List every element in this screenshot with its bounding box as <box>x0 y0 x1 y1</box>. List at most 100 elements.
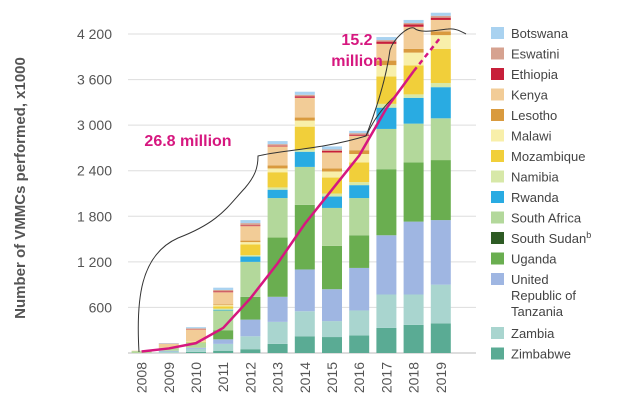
x-tick-label: 2010 <box>188 362 204 393</box>
bar-segment <box>294 120 315 127</box>
x-tick-label: 2015 <box>324 362 340 393</box>
bar-segment <box>213 310 234 331</box>
bar-segment <box>349 235 370 268</box>
bar-segment <box>213 339 234 344</box>
bar-segment <box>349 162 370 183</box>
bar-segment <box>322 171 342 178</box>
legend-swatch <box>491 88 504 101</box>
bar-segment <box>322 149 342 151</box>
bar-segment <box>322 152 342 169</box>
bar-segment <box>158 351 179 353</box>
bar-segment <box>349 185 370 199</box>
bar-segment <box>403 19 424 23</box>
legend-label: Lesotho <box>511 108 557 123</box>
bar-segment <box>349 198 370 236</box>
cumulative-line-dashed <box>412 36 442 72</box>
x-axis: 2008 2009 2010 2011 2012 2013 2014 2015 2016 2017… <box>134 362 449 393</box>
bar-segment <box>213 306 234 309</box>
bar-segment <box>186 348 206 352</box>
annotation-26-8-million: 26.8 million <box>144 133 231 150</box>
x-tick-label: 2014 <box>297 362 313 393</box>
bar-segment <box>240 225 261 227</box>
legend-label: Uganda <box>511 252 557 267</box>
bar-segment <box>294 97 315 118</box>
bar-segment <box>240 244 261 256</box>
bar-segment <box>213 292 234 305</box>
legend-label: Eswatini <box>511 47 560 62</box>
bar-segment <box>376 43 397 61</box>
bar-segment <box>240 319 261 337</box>
bar-segment <box>267 343 288 353</box>
x-tick-label: 2019 <box>433 362 449 393</box>
bar-segment <box>430 19 451 32</box>
bar-segment <box>322 168 342 172</box>
y-tick-label: 2 400 <box>77 163 112 179</box>
bar-segment <box>294 204 315 270</box>
bar-segment <box>322 207 342 246</box>
bar-segment <box>403 26 424 49</box>
bar-segment <box>322 289 342 322</box>
bar-segment <box>322 321 342 338</box>
bar-segment <box>403 294 424 325</box>
cumulative-line-solid <box>141 70 415 353</box>
x-tick-label: 2008 <box>134 362 150 393</box>
bar-segment <box>240 336 261 350</box>
y-tick-label: 600 <box>89 299 113 315</box>
bar-segment <box>349 267 370 311</box>
bar-segment <box>267 165 288 169</box>
legend-label: Botswana <box>511 26 569 41</box>
bar-segment <box>213 305 234 307</box>
legend-swatch <box>491 47 504 60</box>
legend-swatch <box>491 252 504 265</box>
bar-segment <box>322 150 342 153</box>
legend-label: Kenya <box>511 88 549 103</box>
bar-segment <box>403 221 424 295</box>
bar-segment <box>158 350 179 352</box>
legend-label: Republic of <box>511 288 576 303</box>
bar-segment <box>267 146 288 166</box>
bar-segment <box>294 269 315 312</box>
bar-segment <box>240 296 261 320</box>
bar-segment <box>322 193 342 197</box>
bar-segment <box>376 169 397 236</box>
bar-segment <box>213 343 234 351</box>
bar-segment <box>267 321 288 344</box>
bar-segment <box>267 172 288 188</box>
x-tick-label: 2016 <box>351 362 367 393</box>
x-tick-label: 2018 <box>406 362 422 393</box>
bar-segment <box>267 237 288 297</box>
bar-segment <box>213 308 234 310</box>
bar-segment <box>376 327 397 353</box>
bar-segment <box>240 256 261 262</box>
bar-segment <box>294 94 315 97</box>
bar-segment <box>294 126 315 150</box>
bar-segment <box>430 17 451 20</box>
bar-segment <box>267 296 288 322</box>
bar-segment <box>240 223 261 226</box>
bar-segment <box>213 289 234 292</box>
bar-segment <box>376 37 397 41</box>
bar-segment <box>403 65 424 95</box>
bar-segment <box>294 336 315 353</box>
bar-segment <box>240 242 261 245</box>
bar-segment <box>403 24 424 27</box>
x-tick-label: 2012 <box>242 362 258 393</box>
bar-segment <box>349 182 370 186</box>
bar-segment <box>322 196 342 208</box>
bar-segment <box>294 166 315 205</box>
legend-swatch <box>491 327 504 339</box>
bar-segment <box>349 310 370 336</box>
x-tick-label: 2009 <box>161 362 177 393</box>
bar-segment <box>349 150 370 155</box>
bar-segment <box>322 146 342 150</box>
bars <box>131 12 451 353</box>
bar-segment <box>267 141 288 145</box>
bar-segment <box>213 287 234 290</box>
bar-segment <box>403 52 424 66</box>
legend-label: United <box>511 272 549 287</box>
bar-segment <box>430 48 451 83</box>
bar-segment <box>349 130 370 134</box>
y-tick-label: 1 200 <box>77 254 112 270</box>
bar-segment <box>240 255 261 257</box>
